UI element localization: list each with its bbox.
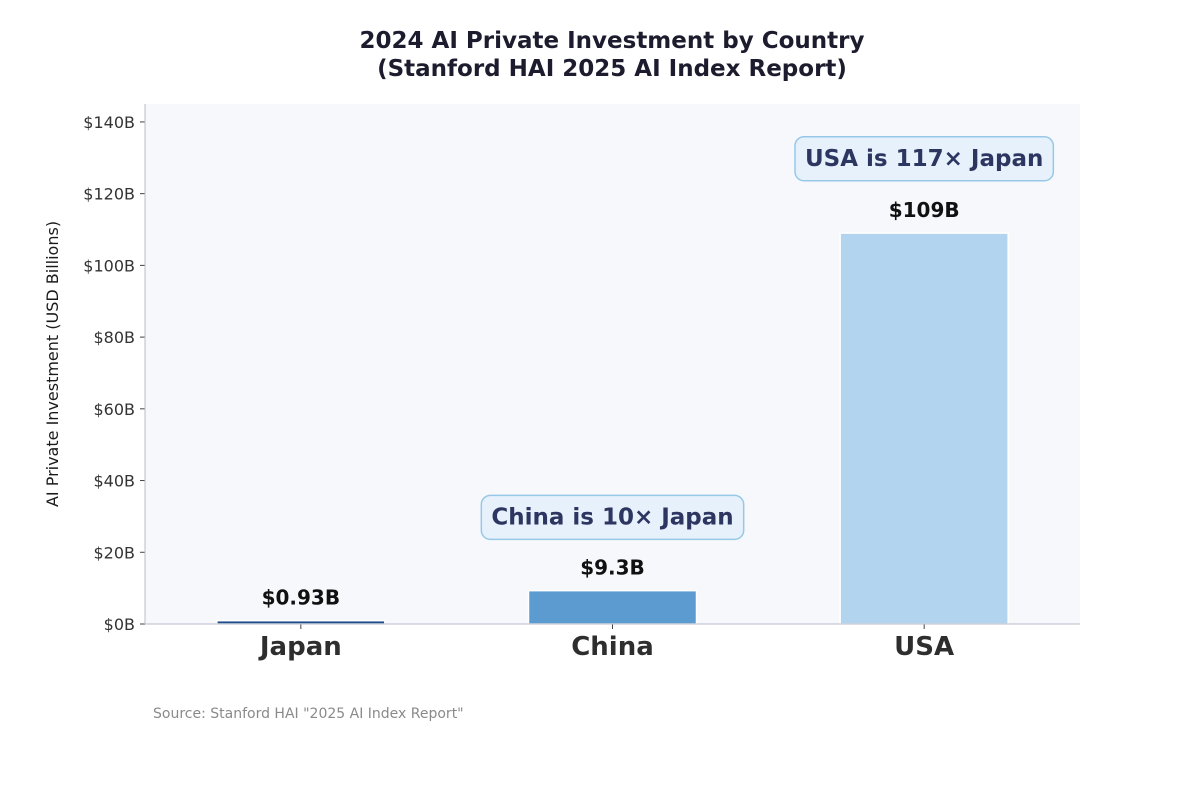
bar-china xyxy=(527,589,698,625)
x-tick-label-japan: Japan xyxy=(258,632,342,662)
chart-title: 2024 AI Private Investment by Country xyxy=(360,28,865,54)
x-tick-label-usa: USA xyxy=(894,632,954,662)
callout-usa: USA is 117× Japan xyxy=(794,136,1055,182)
callout-box xyxy=(480,494,745,541)
y-tick-label: $60B xyxy=(93,400,135,419)
annotations-group: China is 10× Japan USA is 117× Japan xyxy=(480,136,1055,541)
callout-box xyxy=(794,136,1055,182)
callout-text: China is 10× Japan xyxy=(491,504,733,530)
value-label-usa: $109B xyxy=(889,198,960,222)
value-labels-group: $0.93B $9.3B $109B xyxy=(262,198,960,610)
callout-text: USA is 117× Japan xyxy=(805,146,1043,172)
y-tick-label: $40B xyxy=(93,472,135,491)
value-label-japan: $0.93B xyxy=(262,586,341,610)
chart-subtitle: (Stanford HAI 2025 AI Index Report) xyxy=(377,56,847,82)
value-label-china: $9.3B xyxy=(580,556,645,580)
x-tick-label-china: China xyxy=(571,632,654,662)
bar-japan xyxy=(216,619,386,625)
y-tick-label: $120B xyxy=(83,185,135,204)
y-axis: $0B $20B $40B $60B $80B $100B $120B $140B xyxy=(83,113,145,634)
y-tick-label: $80B xyxy=(93,328,135,347)
y-axis-label: AI Private Investment (USD Billions) xyxy=(43,221,62,507)
source-note: Source: Stanford HAI "2025 AI Index Repo… xyxy=(153,706,464,722)
y-tick-label: $20B xyxy=(93,543,135,562)
bar-usa xyxy=(839,232,1009,625)
y-tick-label: $140B xyxy=(83,113,135,132)
callout-china: China is 10× Japan xyxy=(480,494,745,541)
y-tick-label: $100B xyxy=(83,256,135,275)
y-tick-label: $0B xyxy=(104,615,135,634)
x-axis: Japan China USA xyxy=(258,624,954,662)
